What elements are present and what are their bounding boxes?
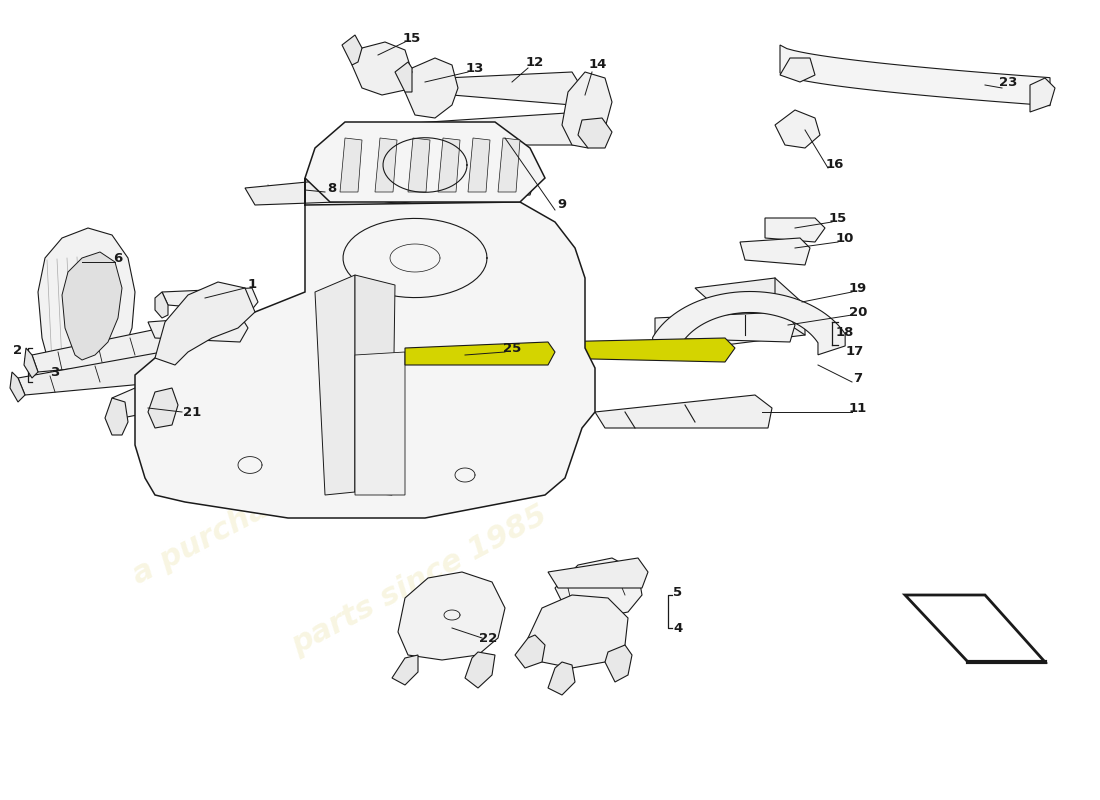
Text: 6: 6 <box>113 251 122 265</box>
Text: 8: 8 <box>328 182 337 194</box>
Text: 10: 10 <box>836 231 855 245</box>
Polygon shape <box>605 645 632 682</box>
Text: 22: 22 <box>478 631 497 645</box>
Text: 12: 12 <box>526 55 544 69</box>
Text: a purchasing guide: a purchasing guide <box>128 410 432 590</box>
Polygon shape <box>155 282 255 365</box>
Polygon shape <box>24 348 38 378</box>
Polygon shape <box>1030 78 1055 112</box>
Text: 25: 25 <box>503 342 521 354</box>
Polygon shape <box>305 122 544 202</box>
Polygon shape <box>468 138 490 192</box>
Polygon shape <box>548 338 735 362</box>
Text: 11: 11 <box>849 402 867 414</box>
Text: 15: 15 <box>403 31 421 45</box>
Polygon shape <box>408 138 430 192</box>
Text: 13: 13 <box>465 62 484 74</box>
Text: parts since 1985: parts since 1985 <box>287 500 553 660</box>
Polygon shape <box>780 58 815 82</box>
Polygon shape <box>548 558 648 588</box>
Polygon shape <box>740 238 810 265</box>
Polygon shape <box>355 352 405 495</box>
Polygon shape <box>498 138 520 192</box>
Polygon shape <box>148 315 248 342</box>
Polygon shape <box>338 112 598 145</box>
Polygon shape <box>515 635 544 668</box>
Polygon shape <box>392 655 418 685</box>
Polygon shape <box>104 398 128 435</box>
Polygon shape <box>652 291 845 358</box>
Text: 21: 21 <box>183 406 201 418</box>
Text: 2: 2 <box>13 343 23 357</box>
Polygon shape <box>695 278 805 315</box>
Polygon shape <box>438 138 460 192</box>
Polygon shape <box>355 275 395 495</box>
Polygon shape <box>135 178 595 518</box>
Text: 1: 1 <box>248 278 256 291</box>
Text: 5: 5 <box>673 586 683 598</box>
Polygon shape <box>62 252 122 360</box>
Polygon shape <box>352 42 412 95</box>
Polygon shape <box>155 292 168 318</box>
Text: 17: 17 <box>846 346 865 358</box>
Polygon shape <box>405 58 458 118</box>
Polygon shape <box>375 138 397 192</box>
Polygon shape <box>695 315 725 355</box>
Polygon shape <box>32 328 172 372</box>
Polygon shape <box>562 72 612 148</box>
Polygon shape <box>446 72 582 105</box>
Polygon shape <box>905 595 1045 662</box>
Text: 15: 15 <box>829 211 847 225</box>
Polygon shape <box>405 342 556 365</box>
Text: 23: 23 <box>999 75 1018 89</box>
Polygon shape <box>18 352 172 395</box>
Text: 16: 16 <box>826 158 844 171</box>
Polygon shape <box>528 595 628 668</box>
Text: 20: 20 <box>849 306 867 318</box>
Polygon shape <box>776 110 820 148</box>
Polygon shape <box>10 372 25 402</box>
Text: 4: 4 <box>673 622 683 634</box>
Polygon shape <box>764 218 825 242</box>
Text: 7: 7 <box>854 371 862 385</box>
Polygon shape <box>245 162 535 205</box>
Text: 14: 14 <box>588 58 607 71</box>
Polygon shape <box>780 45 1050 106</box>
Polygon shape <box>556 558 642 618</box>
Polygon shape <box>112 362 248 418</box>
Polygon shape <box>578 118 612 148</box>
Polygon shape <box>398 572 505 660</box>
Polygon shape <box>595 395 772 428</box>
Polygon shape <box>340 138 362 192</box>
Polygon shape <box>342 35 362 65</box>
Polygon shape <box>162 288 258 312</box>
Polygon shape <box>725 305 805 345</box>
Polygon shape <box>654 312 795 342</box>
Text: 18: 18 <box>836 326 855 338</box>
Polygon shape <box>39 228 135 380</box>
Polygon shape <box>548 662 575 695</box>
Polygon shape <box>395 62 412 92</box>
Text: europages: europages <box>132 210 568 490</box>
Polygon shape <box>315 275 355 495</box>
Text: 3: 3 <box>51 366 59 378</box>
Text: 19: 19 <box>849 282 867 294</box>
Polygon shape <box>148 388 178 428</box>
Text: 9: 9 <box>558 198 566 211</box>
Polygon shape <box>465 652 495 688</box>
